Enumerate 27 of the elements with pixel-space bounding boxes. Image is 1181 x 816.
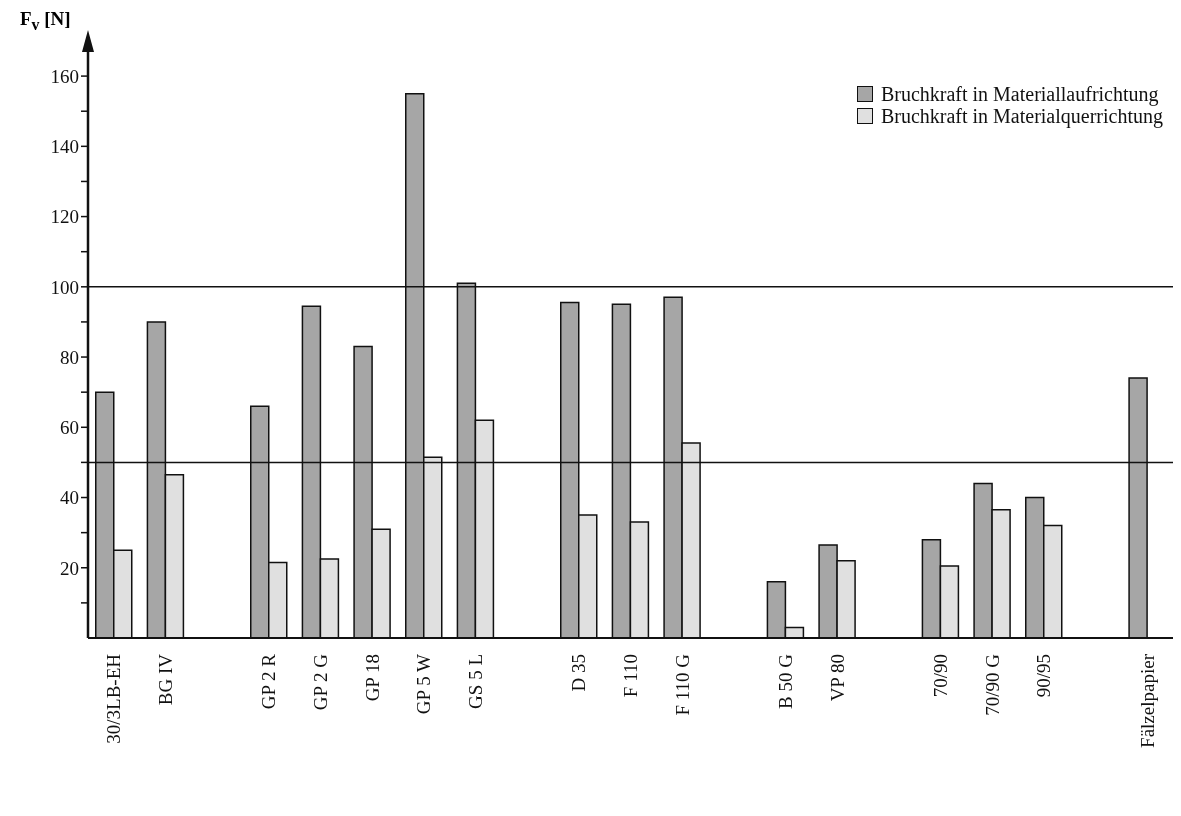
x-tick-label: 30/3LB-EH (103, 653, 125, 744)
legend-label: Bruchkraft in Materialquerrichtung (880, 105, 1163, 127)
x-tick-label: D 35 (568, 654, 590, 692)
x-tick-label: GP 18 (361, 654, 383, 702)
x-tick-label: GP 5 W (413, 653, 435, 715)
x-tick-label: GP 2 R (258, 653, 280, 710)
x-tick-label: GS 5 L (465, 654, 486, 709)
x-tick-label: B 50 G (775, 653, 796, 709)
x-tick-label: BG IV (155, 653, 176, 706)
legend-label: Bruchkraft in Materiallaufrichtung (880, 83, 1159, 105)
x-tick-label: 70/90 G (981, 653, 1003, 716)
y-tick-label: 100 (50, 276, 79, 298)
y-tick-label: 40 (60, 487, 79, 509)
x-tick-label: VP 80 (826, 654, 848, 702)
x-tick-label: Fälzelpapier (1136, 653, 1158, 748)
x-tick-label: 70/90 (930, 654, 951, 698)
y-tick-label: 80 (60, 346, 79, 368)
x-tick-label: F 110 G (671, 653, 693, 716)
y-tick-label: 140 (50, 136, 79, 158)
y-tick-label: 20 (60, 557, 79, 579)
y-tick-label: 120 (50, 206, 79, 228)
y-axis-title: F$_{v}$ [N] (20, 8, 71, 34)
x-tick-label: 90/95 (1033, 654, 1055, 698)
y-tick-label: 160 (50, 65, 79, 87)
x-tick-label: GP 2 G (310, 653, 331, 711)
y-tick-label: 60 (60, 417, 79, 439)
x-tick-label: F 110 (620, 654, 641, 698)
